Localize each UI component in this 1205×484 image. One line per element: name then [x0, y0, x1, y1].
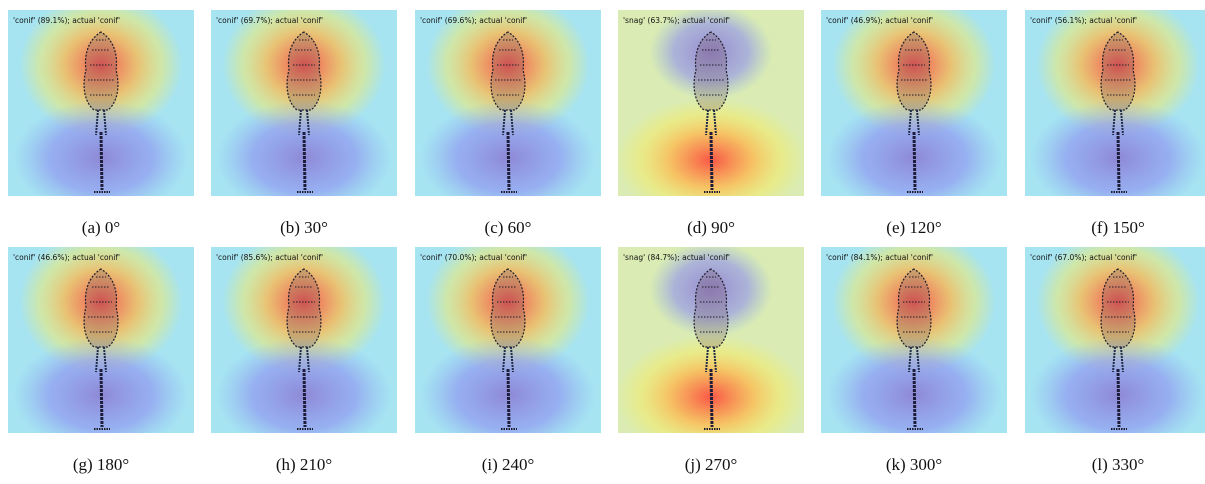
panel-caption: (f) 150° — [1091, 218, 1145, 237]
activation-high — [616, 335, 806, 459]
activation-high — [616, 98, 806, 222]
heatmap-panel: 'conif' (56.1%); actual 'conif' — [1025, 0, 1205, 216]
tree-trunk — [1118, 132, 1119, 190]
panel-label: 'conif' (46.9%); actual 'conif' — [826, 16, 933, 25]
tree-trunk — [101, 132, 102, 190]
panel-caption: (g) 180° — [73, 455, 129, 474]
heatmap-panel: 'conif' (85.6%); actual 'conif' — [211, 230, 397, 453]
panel-label: 'conif' (85.6%); actual 'conif' — [216, 253, 323, 262]
panel-caption: (b) 30° — [280, 218, 328, 237]
heatmap-panel: 'conif' (69.6%); actual 'conif' — [415, 0, 601, 216]
figure: 'conif' (89.1%); actual 'conif' (a) 0° 'co… — [0, 0, 1205, 479]
tree-trunk — [711, 132, 712, 190]
panel-label: 'conif' (84.1%); actual 'conif' — [826, 253, 933, 262]
tree-trunk — [304, 369, 305, 427]
panel-caption: (c) 60° — [485, 218, 532, 237]
panel-label: 'conif' (56.1%); actual 'conif' — [1030, 16, 1137, 25]
tree-trunk — [304, 132, 305, 190]
tree-trunk — [711, 369, 712, 427]
panel-caption: (l) 330° — [1092, 455, 1145, 474]
tree-trunk — [508, 369, 509, 427]
heatmap-panel: 'conif' (46.6%); actual 'conif' — [8, 230, 194, 453]
heatmap-panel: 'conif' (46.9%); actual 'conif' — [821, 0, 1007, 216]
panel-label: 'snag' (63.7%); actual 'conif' — [623, 16, 730, 25]
panel-caption: (i) 240° — [482, 455, 535, 474]
heatmap-panel: 'snag' (84.7%); actual 'conif' — [616, 241, 806, 459]
tree-trunk — [914, 369, 915, 427]
tree-trunk — [914, 132, 915, 190]
tree-trunk — [1118, 369, 1119, 427]
panel-label: 'conif' (67.0%); actual 'conif' — [1030, 253, 1137, 262]
panel-label: 'conif' (89.1%); actual 'conif' — [13, 16, 120, 25]
tree-trunk — [508, 132, 509, 190]
panel-caption: (k) 300° — [886, 455, 942, 474]
heatmap-panel: 'conif' (89.1%); actual 'conif' — [8, 0, 194, 216]
panel-caption: (a) 0° — [82, 218, 120, 237]
tree-trunk — [101, 369, 102, 427]
panel-caption: (j) 270° — [685, 455, 738, 474]
panel-label: 'conif' (70.0%); actual 'conif' — [420, 253, 527, 262]
heatmap-panel: 'conif' (84.1%); actual 'conif' — [821, 230, 1007, 453]
panel-label: 'conif' (69.6%); actual 'conif' — [420, 16, 527, 25]
panel-label: 'conif' (46.6%); actual 'conif' — [13, 253, 120, 262]
heatmap-panel: 'conif' (69.7%); actual 'conif' — [211, 0, 397, 216]
panel-caption: (d) 90° — [687, 218, 735, 237]
panel-caption: (h) 210° — [276, 455, 332, 474]
panel-caption: (e) 120° — [886, 218, 941, 237]
panel-label: 'snag' (84.7%); actual 'conif' — [623, 253, 730, 262]
heatmap-panel: 'conif' (67.0%); actual 'conif' — [1025, 230, 1205, 453]
heatmap-panel: 'snag' (63.7%); actual 'conif' — [616, 4, 806, 222]
panel-label: 'conif' (69.7%); actual 'conif' — [216, 16, 323, 25]
heatmap-panel: 'conif' (70.0%); actual 'conif' — [415, 230, 601, 453]
